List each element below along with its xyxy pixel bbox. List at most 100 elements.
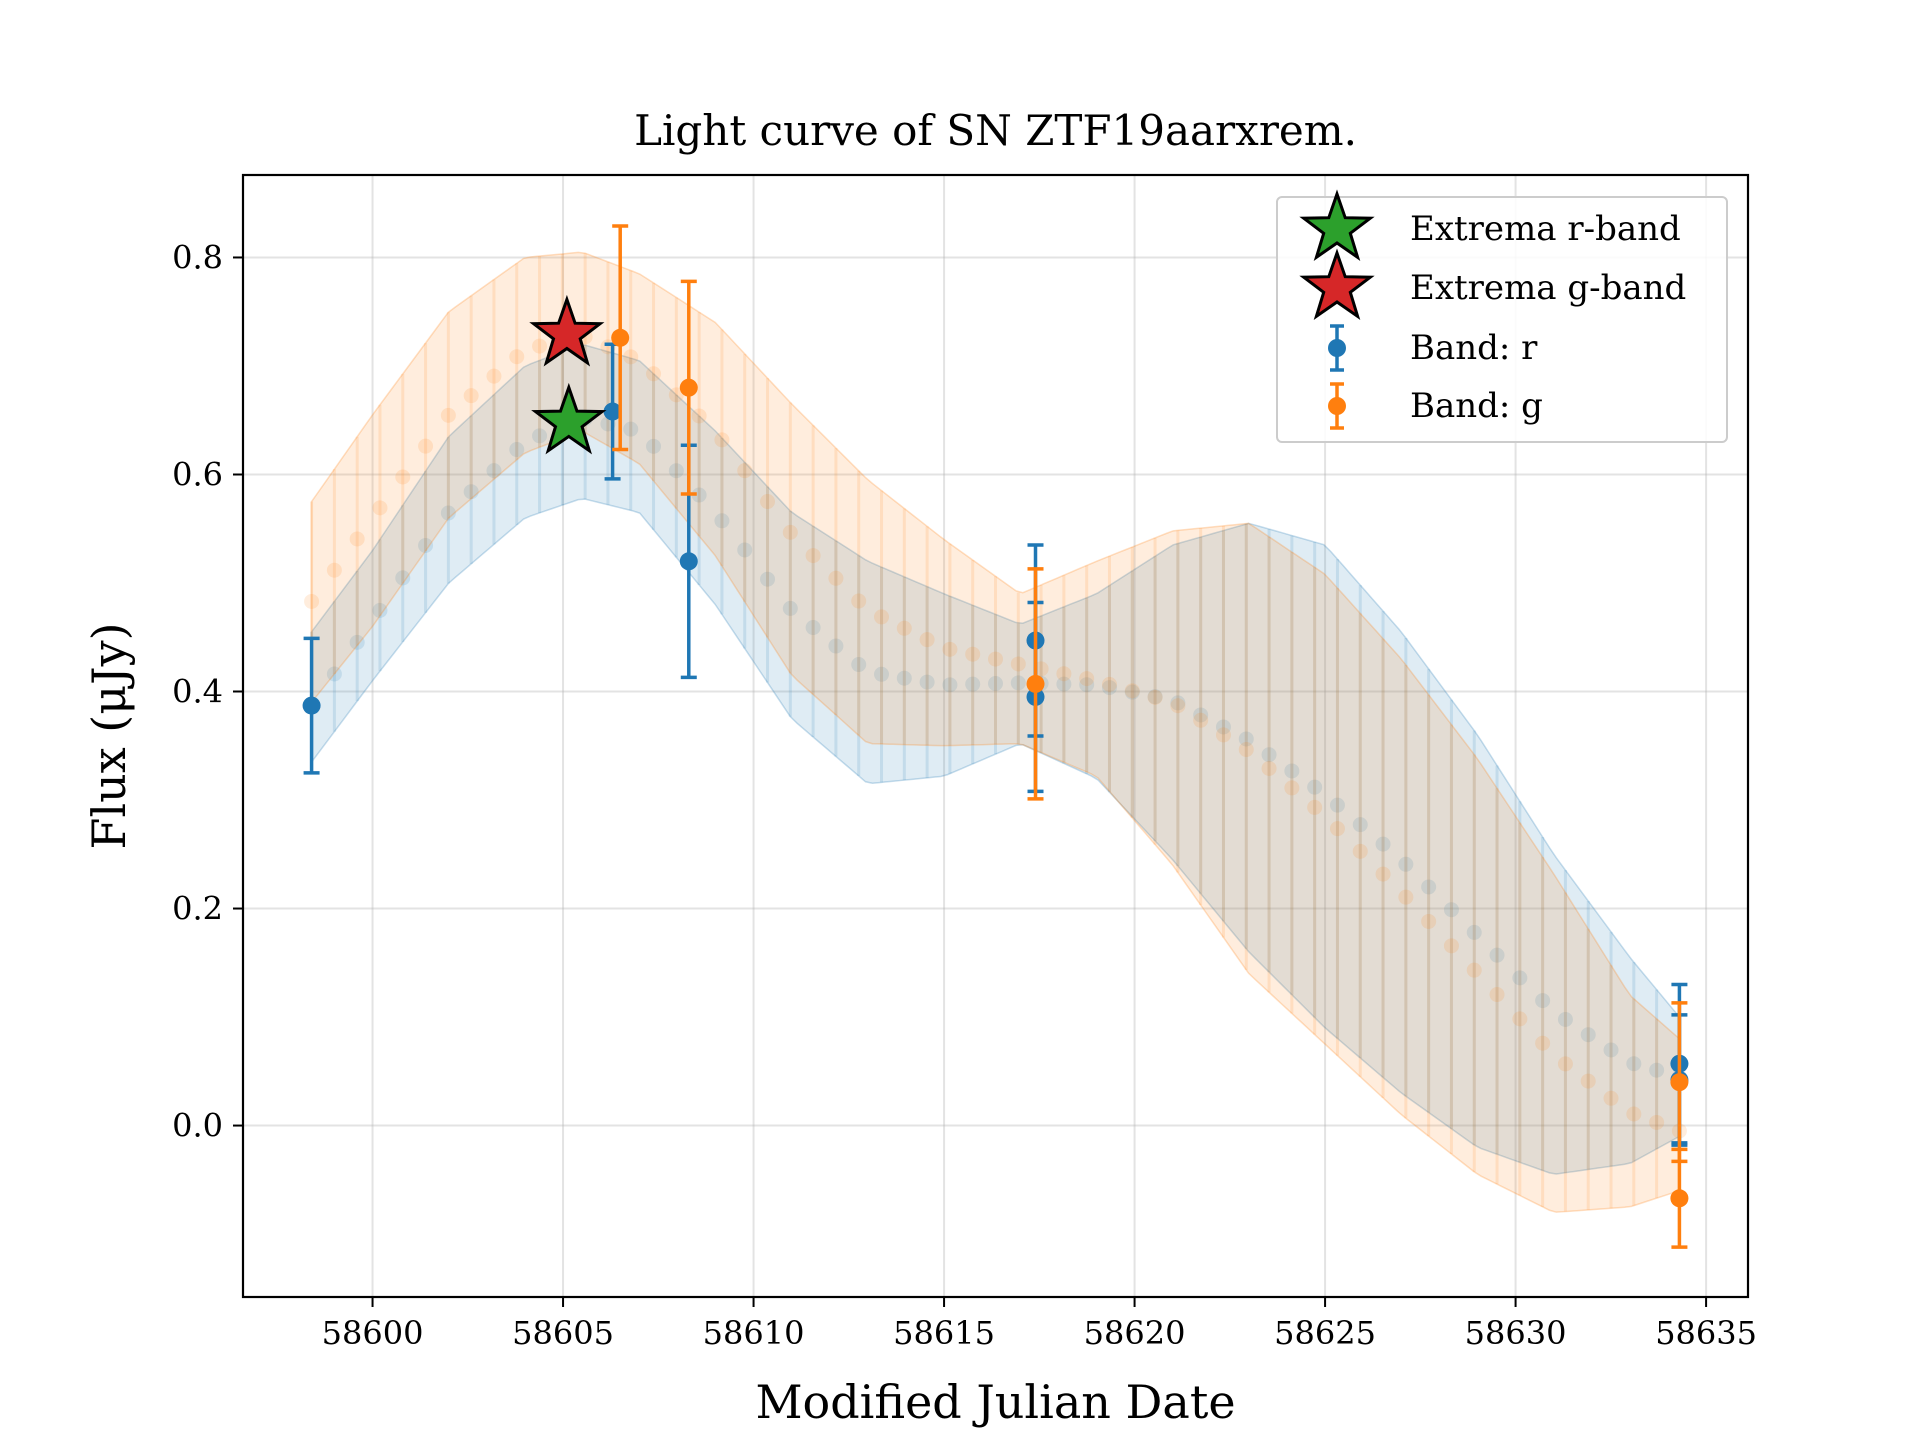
extrema-star-g xyxy=(529,294,605,367)
fit-curve-point-r xyxy=(1010,675,1026,691)
legend-star-extrema-g xyxy=(1299,248,1375,320)
fit-curve-point-g xyxy=(440,407,456,423)
fit-curve-point-g xyxy=(1626,1106,1642,1122)
fit-curve-point-g xyxy=(486,368,502,384)
fit-curve-point-g xyxy=(1352,843,1368,859)
fit-curve-point-r xyxy=(440,505,456,521)
fit-curve-point-r xyxy=(1352,817,1368,833)
fit-curve-point-r xyxy=(1649,1062,1665,1078)
fit-curve-point-g xyxy=(782,524,798,540)
legend: Extrema r-band Extrema g-band Band: r Ba… xyxy=(1276,189,1728,443)
fit-curve-point-r xyxy=(1261,747,1277,763)
fit-curve-point-g xyxy=(942,641,958,657)
fit-curve-point-r xyxy=(1147,689,1163,705)
fit-curve-point-r xyxy=(623,421,639,437)
fit-curve-point-g xyxy=(1033,661,1049,677)
fit-curve-point-r xyxy=(1056,676,1072,692)
fit-curve-point-g xyxy=(805,548,821,564)
fit-curve-point-g xyxy=(896,620,912,636)
fit-curve-point-r xyxy=(1215,719,1231,735)
legend-marker-r xyxy=(1328,339,1346,357)
fit-curve-point-r xyxy=(988,676,1003,692)
fit-curve-point-r xyxy=(1603,1042,1619,1058)
data-marker-r xyxy=(679,552,698,571)
fit-curve-point-r xyxy=(668,463,684,479)
fit-curve-point-g xyxy=(623,349,639,365)
fit-curve-point-g xyxy=(965,646,981,662)
fit-curve-point-r xyxy=(1375,836,1391,852)
extrema-star-r xyxy=(531,382,607,455)
fit-curve-point-r xyxy=(1443,902,1459,918)
fit-curve-point-g xyxy=(1443,938,1459,954)
fit-curve-point-g xyxy=(372,500,388,516)
fit-curve-point-g xyxy=(714,432,730,448)
fit-curve-point-g xyxy=(760,494,776,510)
fit-curve-point-g xyxy=(1649,1114,1665,1130)
x-tick-label: 58635 xyxy=(1655,1314,1757,1352)
x-tick-label: 58620 xyxy=(1084,1314,1186,1352)
fit-curve-point-g xyxy=(1170,698,1186,714)
fit-curve-point-r xyxy=(851,657,867,673)
fit-curve-point-g xyxy=(828,570,844,586)
x-tick-label: 58605 xyxy=(512,1314,614,1352)
fit-curve-point-g xyxy=(1307,799,1323,815)
fit-curve-point-g xyxy=(1489,987,1505,1003)
fit-curve-point-g xyxy=(1535,1035,1551,1051)
fit-curve-point-r xyxy=(1535,993,1551,1009)
fit-curve-point-g xyxy=(646,366,662,382)
fit-curve-point-g xyxy=(1557,1056,1573,1072)
fit-curve-point-g xyxy=(1193,712,1209,728)
fit-curve-point-g xyxy=(1124,683,1140,699)
y-tick-label: 0.4 xyxy=(172,673,223,711)
fit-curve-point-r xyxy=(395,570,411,586)
legend-star-extrema-r xyxy=(1299,189,1375,261)
fit-curve-point-r xyxy=(1466,924,1482,940)
x-tick-label: 58610 xyxy=(703,1314,805,1352)
fit-curve-point-r xyxy=(486,463,502,479)
y-tick-label: 0.6 xyxy=(172,455,223,493)
fit-curve-point-g xyxy=(1215,727,1231,743)
fit-curve-point-g xyxy=(532,338,548,354)
fit-curve-point-g xyxy=(1580,1073,1596,1089)
data-point-g xyxy=(1026,567,1045,801)
fit-curve-point-g xyxy=(349,531,365,547)
fit-curve-point-g xyxy=(737,463,753,479)
data-marker-r xyxy=(302,696,321,715)
data-point-g xyxy=(1670,1001,1689,1164)
fit-curve-point-r xyxy=(1124,684,1140,700)
fit-curve-point-g xyxy=(1421,913,1437,929)
y-tick-label: 0.0 xyxy=(172,1107,223,1145)
legend-marker-g xyxy=(1328,397,1346,415)
data-point-r xyxy=(302,636,321,775)
fit-curve-point-g xyxy=(1101,676,1117,692)
fit-curve-point-g xyxy=(988,651,1003,667)
fit-curve-point-r xyxy=(326,666,342,682)
x-tick-label: 58600 xyxy=(322,1314,424,1352)
fit-curve-point-g xyxy=(326,562,342,578)
data-marker-g xyxy=(1670,1189,1689,1208)
data-marker-g xyxy=(679,378,698,397)
fit-bands xyxy=(304,251,1687,1213)
fit-curve-point-g xyxy=(919,632,935,648)
fit-curve-point-g xyxy=(463,388,479,404)
x-tick-label: 58615 xyxy=(893,1314,995,1352)
data-point-g xyxy=(611,224,630,452)
legend-box xyxy=(1276,196,1728,443)
fit-curve-point-g xyxy=(1398,889,1414,905)
fit-curve-point-g xyxy=(1284,780,1300,796)
fit-curve-point-r xyxy=(1489,947,1505,963)
plot-frame xyxy=(241,173,1750,1299)
fit-curve-point-g xyxy=(1010,656,1026,672)
fit-curve-point-r xyxy=(1421,879,1437,895)
fit-curve-point-r xyxy=(805,620,821,636)
fit-curve-point-g xyxy=(1056,666,1072,682)
fit-curve-point-g xyxy=(1079,671,1095,687)
fit-curve-point-r xyxy=(714,513,730,529)
fit-curve-point-r xyxy=(874,666,890,682)
y-axis-label: Flux (μJy) xyxy=(82,622,136,849)
fit-curve-point-g xyxy=(418,438,434,454)
fit-curve-point-r xyxy=(782,600,798,616)
data-marker-g xyxy=(1026,674,1045,693)
fit-curve-point-r xyxy=(1170,695,1186,711)
